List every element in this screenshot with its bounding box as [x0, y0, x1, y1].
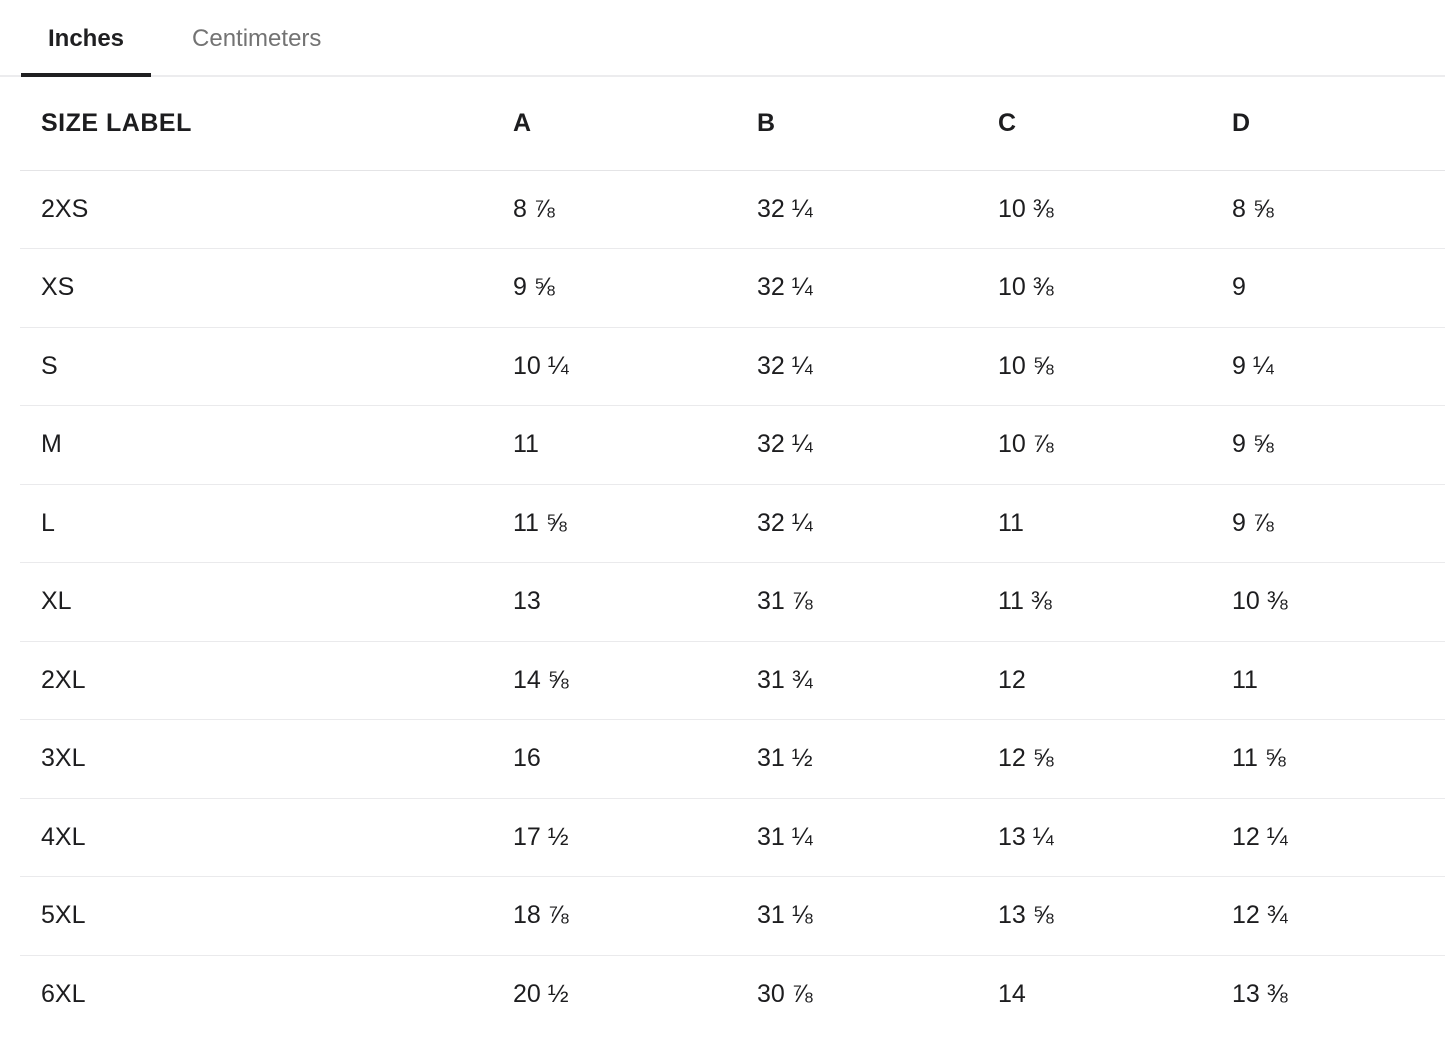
- measurement-cell-a: 17 ½: [492, 797, 736, 877]
- table-row: 3XL 16 31 ½ 12 ⅝ 11 ⅝: [20, 719, 1445, 798]
- size-label-cell: 3XL: [20, 719, 492, 798]
- size-label-cell: 2XL: [20, 640, 492, 720]
- measurement-cell-d: 8 ⅝: [1232, 194, 1274, 223]
- column-header-size-label: SIZE LABEL: [20, 77, 492, 171]
- measurement-cell-a: 14 ⅝: [492, 640, 736, 720]
- column-header-c: C: [977, 77, 1211, 171]
- measurement-cell-a: 11: [492, 405, 736, 484]
- tab-inches[interactable]: Inches: [21, 0, 152, 77]
- measurement-cell-b: 31 ⅞: [736, 562, 977, 641]
- measurement-cell-d: 12 ¼: [1211, 797, 1445, 877]
- measurement-cell-c: 10 ⅜: [977, 248, 1211, 327]
- size-label-cell: 5XL: [20, 876, 492, 955]
- size-label-cell: 4XL: [20, 797, 492, 877]
- measurement-cell-c: 12 ⅝: [977, 719, 1211, 798]
- measurement-cell-a: 18 ⅞: [492, 876, 736, 955]
- measurement-cell-b: 31 ¾: [736, 640, 977, 720]
- measurement-cell-d: 10 ⅜: [1211, 562, 1445, 641]
- measurement-cell-a: 8 ⅞: [513, 194, 555, 223]
- measurement-cell-a: 16: [492, 719, 736, 798]
- measurement-cell-a: 13: [492, 562, 736, 641]
- measurement-cell-a: 10 ¼: [492, 326, 736, 406]
- column-header-b: B: [736, 77, 977, 171]
- measurement-cell-d: 11: [1211, 640, 1445, 720]
- measurement-cell-c: 12: [977, 640, 1211, 720]
- size-chart-table: SIZE LABEL A B C D 2XS 8 ⅞ 32 ¼ 10 ⅜ 8 ⅝…: [20, 77, 1445, 1034]
- measurement-cell-c: 14: [977, 954, 1211, 1034]
- measurement-cell-d: 9 ⅝: [1211, 405, 1445, 484]
- size-label-cell: M: [20, 405, 492, 484]
- size-label-cell: L: [20, 483, 492, 563]
- measurement-cell-d: 11 ⅝: [1211, 719, 1445, 798]
- measurement-cell-c: 11: [977, 483, 1211, 563]
- table-row: 5XL 18 ⅞ 31 ⅛ 13 ⅝ 12 ¾: [20, 876, 1445, 955]
- measurement-cell-b: 32 ¼: [736, 248, 977, 327]
- column-header-d: D: [1211, 77, 1445, 171]
- measurement-cell-b: 32 ¼: [736, 483, 977, 563]
- measurement-cell-c: 13 ¼: [977, 797, 1211, 877]
- table-row: 6XL 20 ½ 30 ⅞ 14 13 ⅜: [20, 954, 1445, 1034]
- table-row: L 11 ⅝ 32 ¼ 11 9 ⅞: [20, 483, 1445, 563]
- table-row: M 11 32 ¼ 10 ⅞ 9 ⅝: [20, 405, 1445, 484]
- measurement-cell-a: 11 ⅝: [492, 483, 736, 563]
- size-label-cell: XS: [20, 248, 492, 327]
- measurement-cell-b: 31 ⅛: [736, 876, 977, 955]
- measurement-cell-a: 9 ⅝: [492, 248, 736, 327]
- table-row: XL 13 31 ⅞ 11 ⅜ 10 ⅜: [20, 562, 1445, 641]
- table-row: 2XL 14 ⅝ 31 ¾ 12 11: [20, 640, 1445, 720]
- measurement-cell-c: 11 ⅜: [977, 562, 1211, 641]
- size-label-cell: S: [20, 326, 492, 406]
- table-row: S 10 ¼ 32 ¼ 10 ⅝ 9 ¼: [20, 326, 1445, 406]
- table-row: XS 9 ⅝ 32 ¼ 10 ⅜ 9: [20, 248, 1445, 327]
- table-row: 4XL 17 ½ 31 ¼ 13 ¼ 12 ¼: [20, 797, 1445, 877]
- measurement-cell-d: 13 ⅜: [1211, 954, 1445, 1034]
- measurement-cell-b: 31 ¼: [736, 797, 977, 877]
- size-chart-header: SIZE LABEL A B C D: [20, 77, 1445, 171]
- header-row: SIZE LABEL A B C D: [20, 77, 1445, 171]
- unit-tabbar: Inches Centimeters: [0, 0, 1445, 77]
- measurement-cell-d: 12 ¾: [1211, 876, 1445, 955]
- table-row: 2XS 8 ⅞ 32 ¼ 10 ⅜ 8 ⅝: [20, 170, 1445, 249]
- measurement-cell-b: 32 ¼: [736, 326, 977, 406]
- measurement-cell-c: 13 ⅝: [977, 876, 1211, 955]
- measurement-cell-c: 10 ⅝: [977, 326, 1211, 406]
- measurement-cell-b: 32 ¼: [757, 194, 813, 223]
- measurement-cell-c: 10 ⅜: [998, 194, 1054, 223]
- measurement-cell-b: 30 ⅞: [736, 954, 977, 1034]
- size-label-cell: 2XS: [41, 194, 89, 223]
- size-label-cell: XL: [20, 562, 492, 641]
- measurement-cell-c: 10 ⅞: [977, 405, 1211, 484]
- measurement-cell-d: 9 ⅞: [1211, 483, 1445, 563]
- measurement-cell-d: 9 ¼: [1211, 326, 1445, 406]
- measurement-cell-a: 20 ½: [492, 954, 736, 1034]
- tab-centimeters[interactable]: Centimeters: [165, 0, 348, 77]
- size-chart-body: 2XS 8 ⅞ 32 ¼ 10 ⅜ 8 ⅝ XS 9 ⅝ 32 ¼ 10 ⅜ 9…: [20, 170, 1445, 1034]
- measurement-cell-d: 9: [1211, 248, 1445, 327]
- measurement-cell-b: 31 ½: [736, 719, 977, 798]
- measurement-cell-b: 32 ¼: [736, 405, 977, 484]
- size-label-cell: 6XL: [20, 954, 492, 1034]
- column-header-a: A: [492, 77, 736, 171]
